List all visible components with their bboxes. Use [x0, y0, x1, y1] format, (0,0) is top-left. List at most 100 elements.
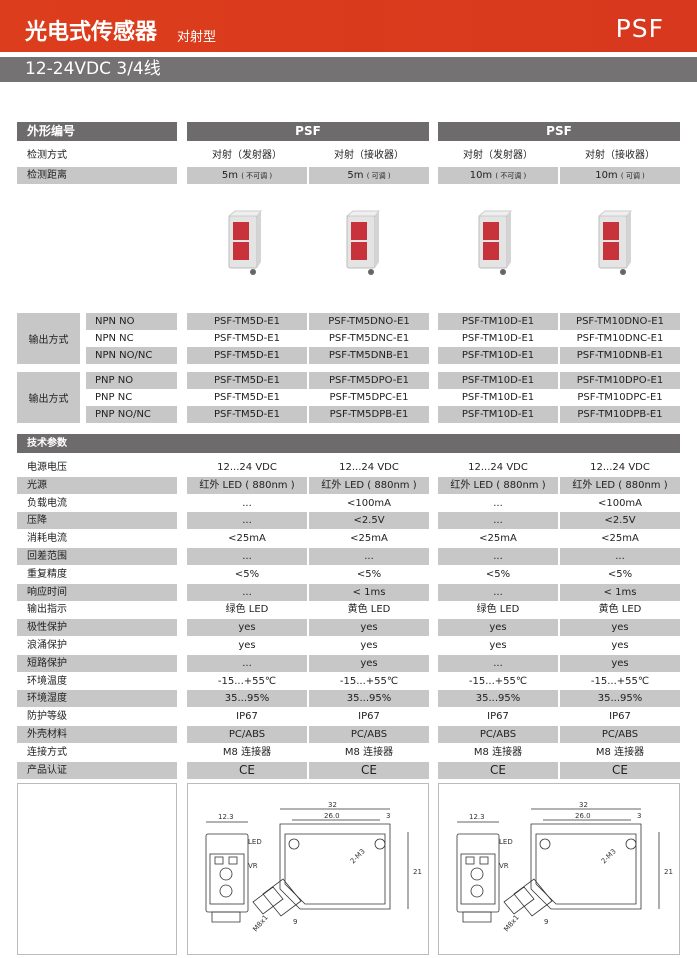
spec-value: PC/ABS: [438, 726, 558, 743]
model-row: PSF-TM5D-E1 PSF-TM5DPO-E1 PSF-TM10D-E1 PSF-…: [17, 372, 680, 389]
page-title: 光电式传感器: [25, 20, 158, 45]
model-cell: PSF-TM5D-E1: [187, 406, 307, 423]
spec-label: 输出指示: [27, 604, 67, 616]
output-type: NPN NC: [95, 333, 134, 344]
dim-width: 12.3: [218, 813, 234, 821]
dim-screw: 2-M3: [600, 847, 618, 865]
spec-value: yes: [309, 654, 429, 672]
spec-value: ...: [438, 512, 558, 530]
model-cell: PSF-TM10D-E1: [438, 406, 558, 423]
shape-row: 外形编号 PSF PSF: [17, 122, 680, 141]
spec-value: yes: [309, 619, 429, 637]
spec-value: ...: [187, 654, 307, 672]
method-cell: 对射（接收器）: [334, 150, 404, 161]
spec-row: 电源电压 12...24 VDC 12...24 VDC 12...24 VDC 12.…: [17, 459, 680, 476]
spec-value: PC/ABS: [309, 726, 429, 743]
dim-thread: M8x1: [502, 914, 520, 934]
model-name: PSF: [615, 14, 664, 43]
model-cell: PSF-TM5DPO-E1: [309, 372, 429, 389]
model-cell: PSF-TM5D-E1: [187, 347, 307, 364]
spec-value: M8 连接器: [595, 746, 645, 758]
model-row: PSF-TM5D-E1 PSF-TM5DPC-E1 PSF-TM10D-E1 PSF-…: [17, 389, 680, 406]
model-row: PSF-TM5D-E1 PSF-TM5DNC-E1 PSF-TM10D-E1 PSF-…: [17, 330, 680, 347]
output-label: 输出方式: [17, 372, 80, 423]
spec-value: ...: [187, 512, 307, 530]
spec-row: 压降... <2.5V... <2.5V: [17, 512, 680, 530]
spec-value: ...: [242, 497, 252, 509]
spec-value: <25mA: [350, 533, 388, 545]
spec-value: ...: [187, 548, 307, 565]
spec-value: yes: [489, 640, 507, 651]
spec-row: 环境湿度 35...95% 35...95% 35...95% 35...95%: [17, 690, 680, 708]
spec-value: <5%: [607, 568, 633, 580]
spec-value: yes: [238, 640, 256, 651]
spec-value: 绿色 LED: [225, 604, 269, 616]
output-type: PNP NO/NC: [86, 406, 177, 423]
spec-label: 浪涌保护: [27, 640, 67, 651]
spec-value: < 1ms: [309, 583, 429, 601]
spec-label: 重复精度: [27, 568, 67, 580]
spec-value: yes: [360, 640, 378, 651]
spec-row: 重复精度 <5% <5% <5% <5%: [17, 566, 680, 583]
spec-value: PC/ABS: [187, 726, 307, 743]
spec-value: CE: [438, 761, 558, 779]
model-cell: PSF-TM10D-E1: [461, 392, 535, 403]
spec-value: <2.5V: [560, 512, 680, 530]
spec-row: 浪涌保护 yes yes yes yes: [17, 637, 680, 654]
spec-label: 电源电压: [27, 462, 67, 473]
spec-value: -15...+55℃: [590, 675, 650, 687]
page-subtitle: 对射型: [177, 30, 217, 45]
spec-value: 35...95%: [438, 690, 558, 708]
spec-row: 防护等级 IP67 IP67 IP67 IP67: [17, 708, 680, 725]
dim-length: 32: [579, 801, 588, 809]
spec-row: 输出指示 绿色 LED 黄色 LED 绿色 LED 黄色 LED: [17, 601, 680, 618]
spec-value: IP67: [609, 711, 631, 723]
spec-label: 极性保护: [17, 619, 177, 637]
header-bar: 光电式传感器 对射型 PSF: [0, 0, 697, 52]
spec-value: ...: [438, 583, 558, 601]
spec-row: 光源 红外 LED ( 880nm ) 红外 LED ( 880nm ) 红外 LED…: [17, 476, 680, 494]
group-header: PSF: [438, 122, 680, 141]
spec-value: -15...+55℃: [468, 675, 528, 687]
sensor-image: [477, 210, 513, 275]
sensor-image: [227, 210, 263, 275]
spec-value: 黄色 LED: [347, 604, 391, 616]
spec-label: 外壳材料: [17, 726, 177, 743]
spec-value: CE: [309, 761, 429, 779]
spec-value: IP67: [358, 711, 380, 723]
model-cell: PSF-TM10DNB-E1: [560, 347, 680, 364]
distance-cell: 5m ( 可调 ): [309, 167, 429, 184]
output-type: PNP NC: [95, 392, 133, 403]
spec-value: <100mA: [597, 497, 643, 509]
sensor-image: [345, 210, 381, 275]
spec-value: yes: [611, 640, 629, 651]
model-cell: PSF-TM5D-E1: [214, 392, 280, 403]
spec-value: 12...24 VDC: [590, 462, 650, 473]
spec-value: 红外 LED ( 880nm ): [438, 476, 558, 494]
distance-cell: 5m ( 不可调 ): [187, 167, 307, 184]
model-cell: PSF-TM10D-E1: [438, 313, 558, 330]
spec-row: 环境温度 -15...+55℃ -15...+55℃ -15...+55℃ -15...…: [17, 673, 680, 690]
dim-diameter: 9: [544, 918, 548, 926]
dim-thread: M8x1: [251, 914, 269, 934]
spec-row: 短路保护... yes... yes: [17, 654, 680, 672]
method-cell: 对射（发射器）: [212, 150, 282, 161]
distance-row: 检测距离 5m ( 不可调 ) 5m ( 可调 ) 10m ( 不可调 ) 10…: [17, 167, 680, 185]
model-cell: PSF-TM5DNO-E1: [309, 313, 429, 330]
spec-value: 12...24 VDC: [339, 462, 399, 473]
dim-length: 32: [328, 801, 337, 809]
output-label: 输出方式: [17, 313, 80, 364]
spec-label: 光源: [17, 476, 177, 494]
model-row: PSF-TM5D-E1 PSF-TM5DPB-E1 PSF-TM10D-E1 PSF-…: [17, 406, 680, 423]
dim-led: LED: [499, 838, 513, 846]
dim-edge: 3: [386, 812, 390, 820]
spec-row: 外壳材料 PC/ABS PC/ABS PC/ABS PC/ABS: [17, 726, 680, 743]
dimension-drawing: 12.3 LED VR 32 26.0 3 21 2-M3 M8x1 9: [187, 783, 429, 955]
model-cell: PSF-TM5DNB-E1: [309, 347, 429, 364]
model-row: PSF-TM5D-E1 PSF-TM5DNB-E1 PSF-TM10D-E1 PSF-…: [17, 347, 680, 364]
model-cell: PSF-TM10D-E1: [438, 347, 558, 364]
method-cell: 对射（发射器）: [463, 150, 533, 161]
spec-label: 短路保护: [17, 654, 177, 672]
model-cell: PSF-TM5DPC-E1: [329, 392, 409, 403]
shape-label: 外形编号: [17, 122, 177, 141]
